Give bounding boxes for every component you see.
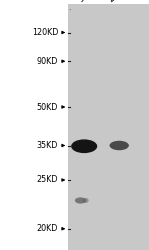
Text: 2.5ng: 2.5ng [107, 0, 130, 4]
Text: 50KD: 50KD [37, 102, 58, 112]
Bar [68, 4, 149, 250]
Ellipse shape [71, 140, 97, 153]
Ellipse shape [83, 198, 89, 203]
Text: 90KD: 90KD [37, 57, 58, 66]
Text: 5ng: 5ng [77, 0, 94, 4]
Text: 35KD: 35KD [37, 141, 58, 150]
Text: 25KD: 25KD [37, 176, 58, 184]
Ellipse shape [110, 141, 129, 150]
Text: 120KD: 120KD [32, 28, 58, 37]
Text: 20KD: 20KD [37, 224, 58, 233]
Ellipse shape [75, 198, 86, 203]
Text: ·: · [68, 6, 71, 15]
